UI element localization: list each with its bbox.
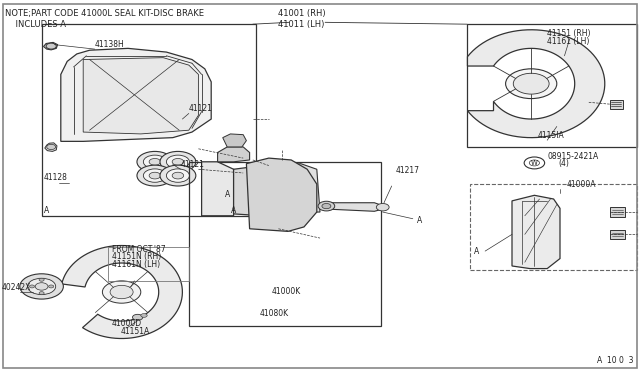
Circle shape — [166, 169, 189, 182]
Text: 08915-2421A: 08915-2421A — [548, 152, 599, 161]
Circle shape — [20, 274, 63, 299]
Polygon shape — [512, 195, 560, 269]
Polygon shape — [44, 42, 58, 50]
Polygon shape — [202, 162, 234, 216]
Circle shape — [149, 172, 161, 179]
Text: 41000A: 41000A — [567, 180, 596, 189]
Circle shape — [506, 69, 557, 99]
Text: 40242X: 40242X — [2, 283, 31, 292]
Text: A: A — [231, 206, 236, 215]
Circle shape — [141, 314, 147, 317]
Bar — [42, 24, 256, 216]
Polygon shape — [218, 147, 250, 162]
Text: 4115IA: 4115IA — [538, 131, 564, 140]
Text: FROM OCT.'87: FROM OCT.'87 — [112, 245, 166, 254]
Polygon shape — [45, 143, 57, 151]
Polygon shape — [83, 58, 198, 134]
Circle shape — [376, 203, 389, 211]
Text: (4): (4) — [558, 159, 569, 168]
Circle shape — [172, 172, 184, 179]
Text: A: A — [474, 247, 479, 256]
Circle shape — [49, 285, 54, 288]
Text: 41151N (RH): 41151N (RH) — [112, 252, 161, 261]
Text: 41161N (LH): 41161N (LH) — [112, 260, 160, 269]
Polygon shape — [467, 30, 605, 138]
Text: 41161 (LH): 41161 (LH) — [547, 37, 589, 46]
Circle shape — [137, 165, 173, 186]
Circle shape — [143, 169, 166, 182]
Polygon shape — [234, 166, 278, 216]
Polygon shape — [223, 134, 246, 147]
Circle shape — [110, 285, 133, 299]
Bar — [189, 162, 381, 326]
Polygon shape — [282, 164, 320, 212]
Circle shape — [137, 151, 173, 172]
Text: 41151A: 41151A — [120, 327, 150, 336]
Circle shape — [172, 158, 184, 165]
Circle shape — [132, 314, 143, 320]
Text: NOTE;PART CODE 41000L SEAL KIT-DISC BRAKE
    INCLUDES A: NOTE;PART CODE 41000L SEAL KIT-DISC BRAK… — [5, 9, 204, 29]
Text: W: W — [531, 160, 538, 166]
Polygon shape — [610, 230, 625, 239]
Text: 41080K: 41080K — [259, 309, 289, 318]
Text: 41000K: 41000K — [272, 287, 301, 296]
Circle shape — [102, 281, 141, 303]
Circle shape — [160, 165, 196, 186]
Circle shape — [322, 203, 331, 209]
Polygon shape — [326, 203, 383, 211]
Polygon shape — [610, 100, 623, 109]
Polygon shape — [61, 246, 182, 339]
Text: 41000D: 41000D — [111, 319, 141, 328]
Text: 41121: 41121 — [189, 105, 212, 113]
Circle shape — [143, 155, 166, 169]
Text: 41151 (RH): 41151 (RH) — [547, 29, 591, 38]
Text: 41121: 41121 — [180, 160, 204, 169]
Circle shape — [513, 73, 549, 94]
Circle shape — [46, 43, 56, 49]
Circle shape — [39, 292, 44, 295]
Circle shape — [166, 155, 189, 169]
Circle shape — [160, 151, 196, 172]
Circle shape — [149, 158, 161, 165]
Bar — [470, 184, 637, 270]
Circle shape — [28, 278, 56, 295]
Circle shape — [35, 283, 48, 290]
Text: 41128: 41128 — [44, 173, 67, 182]
Text: A: A — [44, 206, 49, 215]
Bar — [108, 247, 189, 281]
Text: 41217: 41217 — [396, 166, 420, 175]
Text: 41138H: 41138H — [95, 40, 124, 49]
Bar — [467, 24, 637, 147]
Circle shape — [318, 201, 335, 211]
Text: 41001 (RH)
41011 (LH): 41001 (RH) 41011 (LH) — [278, 9, 326, 29]
Text: A: A — [417, 216, 422, 225]
Polygon shape — [61, 48, 211, 141]
Text: A: A — [225, 190, 230, 199]
Text: A  10 0  3: A 10 0 3 — [597, 356, 634, 365]
Polygon shape — [610, 207, 625, 217]
Polygon shape — [246, 158, 317, 231]
Circle shape — [47, 144, 56, 150]
Circle shape — [29, 285, 35, 288]
Circle shape — [39, 278, 44, 281]
